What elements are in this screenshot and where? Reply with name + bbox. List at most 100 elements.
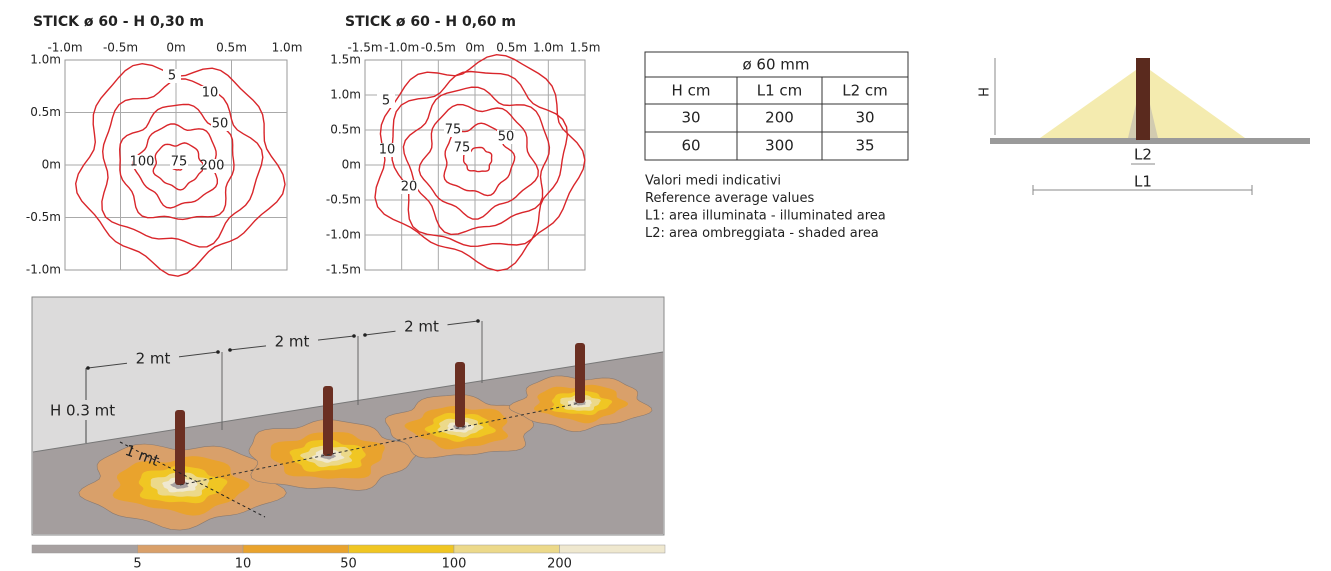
contour xyxy=(443,122,516,197)
label-bg xyxy=(203,159,221,173)
contour xyxy=(391,70,569,248)
scale-label: 50 xyxy=(340,557,357,571)
table-frame xyxy=(644,51,909,161)
y-label: -1.0m xyxy=(26,263,61,277)
x-label: -1.5m xyxy=(347,41,382,55)
label-bg xyxy=(163,69,181,83)
l2-label: L2 xyxy=(1134,146,1152,164)
contour-label: 20 xyxy=(401,180,418,195)
contour-label: 10 xyxy=(202,86,219,101)
scale-segment xyxy=(559,544,666,554)
contour-label: 50 xyxy=(498,130,515,145)
spacing-label: 2 mt xyxy=(136,350,171,368)
scale-segment xyxy=(137,544,244,554)
x-label: 0.5m xyxy=(216,41,247,55)
scale-label: 100 xyxy=(442,557,467,571)
label-bg xyxy=(48,400,128,420)
scale-label: 10 xyxy=(235,557,252,571)
y-label: 0.5m xyxy=(330,123,361,137)
label-bg xyxy=(170,155,188,169)
dim-dot xyxy=(86,366,90,370)
diagram-title: STICK ø 60 - H 0,60 m xyxy=(345,14,516,30)
dim-dot xyxy=(476,319,480,323)
note: Valori medi indicativi xyxy=(645,174,781,189)
l1-label: L1 xyxy=(1134,173,1152,191)
contour-label: 75 xyxy=(445,123,462,138)
table-cell: 200 xyxy=(765,109,794,127)
scale-segment xyxy=(348,544,455,554)
contour xyxy=(402,86,551,236)
y-label: 0m xyxy=(342,158,361,172)
row-line xyxy=(179,402,581,486)
column-header: L2 cm xyxy=(842,82,888,100)
pole xyxy=(455,362,465,427)
pole xyxy=(1136,58,1150,140)
dim-dot xyxy=(216,350,220,354)
floor-edge xyxy=(32,351,664,453)
y-label: 1.0m xyxy=(30,53,61,67)
diagram-title: STICK ø 60 - H 0,30 m xyxy=(33,14,204,30)
contour-label: 200 xyxy=(200,159,225,174)
y-label: 0.5m xyxy=(30,105,61,119)
x-label: 0.5m xyxy=(496,41,527,55)
x-label: 1.5m xyxy=(570,41,601,55)
table-cell: 300 xyxy=(765,137,794,155)
contour-label: 50 xyxy=(212,117,229,132)
x-label: -0.5m xyxy=(421,41,456,55)
column-header: L1 cm xyxy=(757,82,803,100)
scale-segment xyxy=(453,544,560,554)
table-cell: 60 xyxy=(681,137,700,155)
y-label: 1.0m xyxy=(330,88,361,102)
pole xyxy=(175,410,185,485)
contour xyxy=(418,103,539,220)
x-label: -0.5m xyxy=(103,41,138,55)
label-bg xyxy=(133,155,151,169)
spacing-label: 2 mt xyxy=(275,333,310,351)
label-bg xyxy=(444,123,462,137)
contour-label: 100 xyxy=(130,155,155,170)
contour-label: 5 xyxy=(382,94,390,109)
label-bg xyxy=(377,94,395,108)
table-cell: 30 xyxy=(681,109,700,127)
pole xyxy=(575,343,585,403)
y-label: 0m xyxy=(42,158,61,172)
label-bg xyxy=(266,333,318,351)
label-bg xyxy=(497,130,515,144)
contour xyxy=(74,62,286,277)
dim-dot xyxy=(363,333,367,337)
note: Reference average values xyxy=(645,191,814,206)
label-bg xyxy=(211,117,229,131)
height-label: H 0.3 mt xyxy=(50,402,115,420)
x-label: 1.0m xyxy=(272,41,303,55)
table-header: ø 60 mm xyxy=(742,56,809,74)
contour xyxy=(462,146,493,173)
note: L2: area ombreggiata - shaded area xyxy=(645,226,879,241)
table-cell: 35 xyxy=(855,137,874,155)
scale-segment xyxy=(31,544,138,554)
label-bg xyxy=(453,141,471,155)
label-bg xyxy=(201,86,219,100)
contour xyxy=(152,142,205,191)
y-label: -1.0m xyxy=(326,228,361,242)
note: L1: area illuminata - illuminated area xyxy=(645,209,886,224)
contour-label: 10 xyxy=(379,143,396,158)
scale-label: 200 xyxy=(547,557,572,571)
y-label: -0.5m xyxy=(326,193,361,207)
y-label: -1.5m xyxy=(326,263,361,277)
contour-label: 75 xyxy=(454,141,471,156)
x-label: 0m xyxy=(166,41,185,55)
label-bg xyxy=(395,318,448,336)
contour-label: 5 xyxy=(168,69,176,84)
table-cell: 30 xyxy=(855,109,874,127)
x-label: -1.0m xyxy=(384,41,419,55)
column-header: H cm xyxy=(672,82,711,100)
dim-dot xyxy=(228,348,232,352)
label-bg xyxy=(378,143,396,157)
x-label: -1.0m xyxy=(47,41,82,55)
spacing-label: 2 mt xyxy=(404,318,439,336)
scale-label: 5 xyxy=(133,557,141,571)
x-label: 0m xyxy=(465,41,484,55)
h-label: H xyxy=(978,87,993,97)
contour xyxy=(374,53,586,272)
